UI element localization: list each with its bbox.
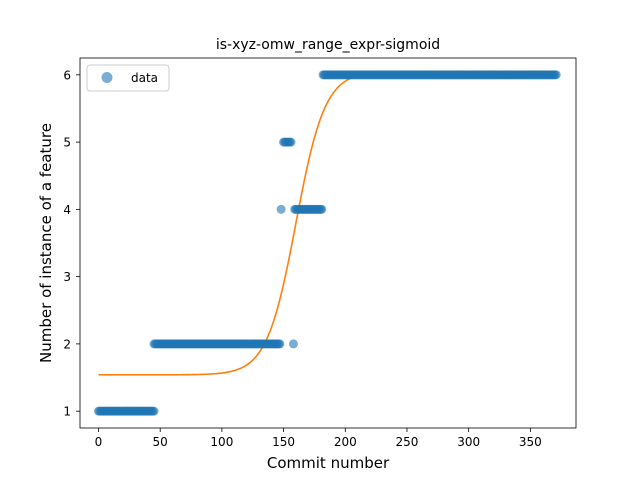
x-axis-ticks: 0 50 100 150 200 250 300 350	[95, 428, 542, 449]
y-tick-label: 3	[63, 270, 71, 284]
legend-marker-data	[101, 72, 113, 83]
data-point	[288, 339, 298, 349]
y-tick-label: 6	[63, 68, 71, 82]
data-point	[275, 339, 285, 349]
x-tick-label: 300	[457, 435, 480, 449]
data-point	[149, 406, 159, 416]
y-tick-label: 2	[63, 337, 71, 351]
legend-label-data: data	[131, 71, 158, 85]
x-tick-label: 100	[210, 435, 233, 449]
data-point	[551, 70, 561, 80]
y-axis-label: Number of instance of a feature	[37, 123, 55, 363]
y-tick-label: 4	[63, 203, 71, 217]
x-tick-label: 250	[396, 435, 419, 449]
data-point	[317, 204, 327, 214]
plot-area	[94, 70, 561, 416]
y-tick-label: 5	[63, 136, 71, 150]
x-tick-label: 50	[153, 435, 168, 449]
points-layer	[94, 70, 561, 416]
x-tick-label: 350	[519, 435, 542, 449]
chart-title: is-xyz-omw_range_expr-sigmoid	[216, 37, 440, 53]
x-tick-label: 150	[272, 435, 295, 449]
data-point	[276, 204, 286, 214]
plot-frame	[79, 57, 577, 429]
x-axis-label: Commit number	[267, 454, 390, 472]
x-tick-label: 200	[334, 435, 357, 449]
data-point	[286, 137, 296, 147]
legend: data	[86, 64, 170, 92]
y-axis-ticks: 1 2 3 4 5 6	[63, 68, 80, 419]
x-tick-label: 0	[95, 435, 103, 449]
y-tick-label: 1	[63, 405, 71, 419]
legend-box	[86, 64, 170, 92]
